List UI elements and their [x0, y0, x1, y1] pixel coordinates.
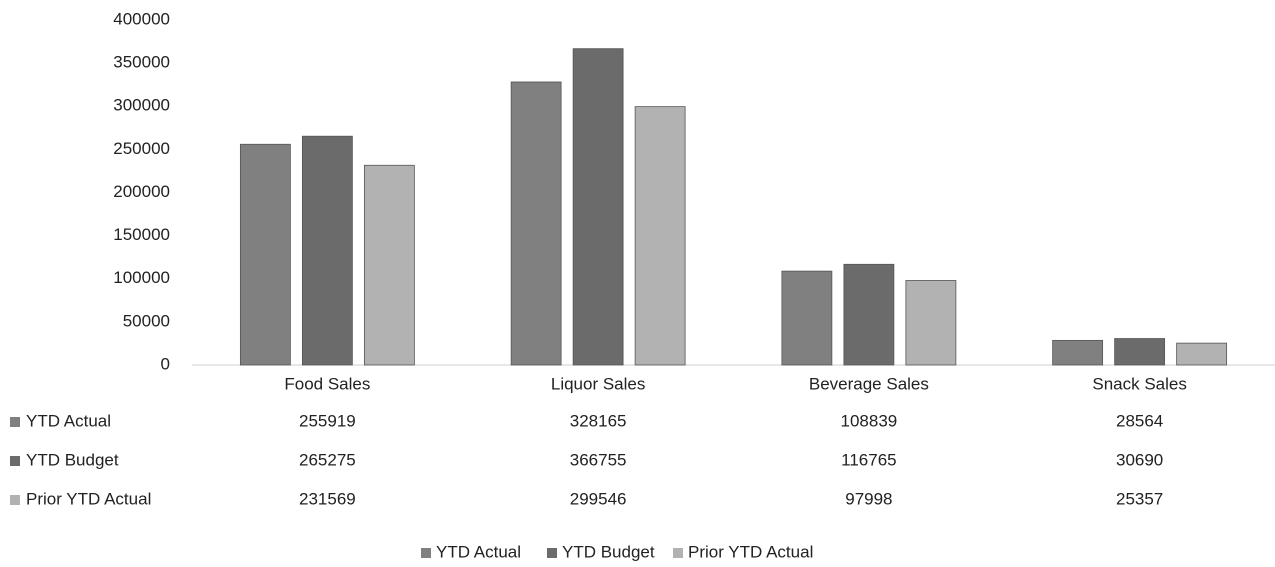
bar: [1176, 342, 1228, 366]
x-tick-label: Snack Sales: [1092, 374, 1187, 393]
table-legend-key: [10, 417, 20, 427]
bar: [572, 48, 624, 366]
table-cell: 231569: [299, 489, 356, 508]
bar: [634, 106, 686, 366]
y-tick-label: 0: [161, 354, 170, 373]
bar: [843, 263, 895, 366]
bar: [363, 164, 415, 366]
y-tick-label: 400000: [113, 9, 170, 28]
bar: [510, 81, 562, 366]
x-tick-label: Food Sales: [284, 374, 370, 393]
table-legend-key: [10, 456, 20, 466]
legend-key: [673, 548, 683, 558]
legend-label: Prior YTD Actual: [688, 542, 813, 561]
table-cell: 30690: [1116, 450, 1163, 469]
table-cell: 265275: [299, 450, 356, 469]
bar: [905, 280, 957, 366]
y-tick-label: 300000: [113, 96, 170, 115]
table-cell: 255919: [299, 411, 356, 430]
table-legend-key: [10, 495, 20, 505]
legend-label: YTD Actual: [436, 542, 521, 561]
y-tick-label: 150000: [113, 225, 170, 244]
bar: [239, 143, 291, 366]
table-row-label: YTD Actual: [26, 411, 111, 430]
table-row-label: YTD Budget: [26, 450, 119, 469]
bar: [301, 135, 353, 366]
table-cell: 108839: [841, 411, 898, 430]
table-cell: 97998: [845, 489, 892, 508]
table-cell: 25357: [1116, 489, 1163, 508]
table-cell: 328165: [570, 411, 627, 430]
y-tick-label: 200000: [113, 182, 170, 201]
table-cell: 299546: [570, 489, 627, 508]
y-tick-label: 350000: [113, 53, 170, 72]
table-row-label: Prior YTD Actual: [26, 489, 151, 508]
bar: [1052, 339, 1104, 366]
y-tick-label: 50000: [123, 311, 170, 330]
x-tick-label: Beverage Sales: [809, 374, 929, 393]
bar: [781, 270, 833, 366]
legend-key: [421, 548, 431, 558]
y-tick-label: 250000: [113, 139, 170, 158]
bar: [1114, 338, 1166, 366]
table-cell: 116765: [841, 450, 896, 469]
y-tick-label: 100000: [113, 268, 170, 287]
legend-key: [547, 548, 557, 558]
table-cell: 366755: [570, 450, 627, 469]
legend-label: YTD Budget: [562, 542, 655, 561]
x-tick-label: Liquor Sales: [551, 374, 646, 393]
table-cell: 28564: [1116, 411, 1163, 430]
